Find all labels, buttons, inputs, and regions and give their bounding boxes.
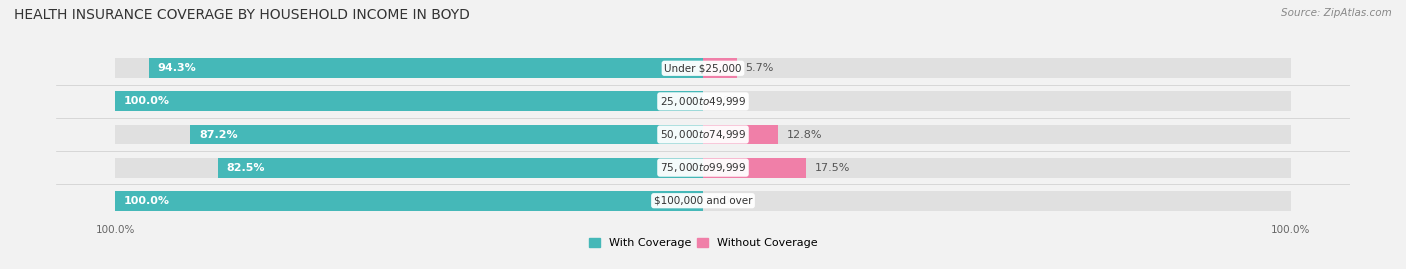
Text: 87.2%: 87.2% xyxy=(200,129,238,140)
Bar xyxy=(703,58,737,78)
Bar xyxy=(115,191,703,211)
Text: 17.5%: 17.5% xyxy=(814,162,851,173)
Text: 5.7%: 5.7% xyxy=(745,63,773,73)
Bar xyxy=(115,91,1291,111)
Bar xyxy=(703,125,779,144)
Bar xyxy=(115,191,1291,211)
Text: Under $25,000: Under $25,000 xyxy=(664,63,742,73)
Bar xyxy=(149,58,703,78)
Bar xyxy=(115,58,1291,78)
Text: $75,000 to $99,999: $75,000 to $99,999 xyxy=(659,161,747,174)
Bar xyxy=(115,125,1291,144)
Text: 94.3%: 94.3% xyxy=(157,63,195,73)
Bar xyxy=(190,125,703,144)
Text: Source: ZipAtlas.com: Source: ZipAtlas.com xyxy=(1281,8,1392,18)
Text: 100.0%: 100.0% xyxy=(124,96,170,107)
Text: $25,000 to $49,999: $25,000 to $49,999 xyxy=(659,95,747,108)
Text: 12.8%: 12.8% xyxy=(787,129,823,140)
Bar xyxy=(115,91,703,111)
Bar xyxy=(115,158,1291,178)
Text: HEALTH INSURANCE COVERAGE BY HOUSEHOLD INCOME IN BOYD: HEALTH INSURANCE COVERAGE BY HOUSEHOLD I… xyxy=(14,8,470,22)
Bar xyxy=(703,158,806,178)
Text: 0.0%: 0.0% xyxy=(711,196,740,206)
Legend: With Coverage, Without Coverage: With Coverage, Without Coverage xyxy=(585,234,821,253)
Text: 82.5%: 82.5% xyxy=(226,162,266,173)
Bar xyxy=(218,158,703,178)
Text: 0.0%: 0.0% xyxy=(711,96,740,107)
Text: 100.0%: 100.0% xyxy=(124,196,170,206)
Text: $100,000 and over: $100,000 and over xyxy=(654,196,752,206)
Text: $50,000 to $74,999: $50,000 to $74,999 xyxy=(659,128,747,141)
